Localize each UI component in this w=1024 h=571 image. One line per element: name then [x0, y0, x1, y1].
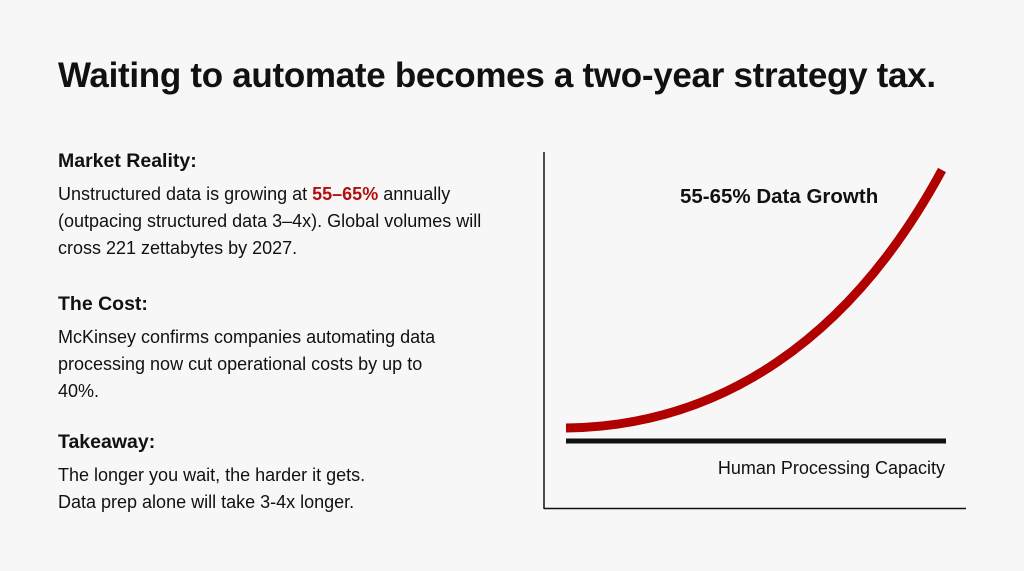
- slide-title: Waiting to automate becomes a two-year s…: [58, 56, 936, 95]
- section-the-cost: The Cost: McKinsey confirms companies au…: [58, 293, 458, 405]
- body-text: Unstructured data is growing at: [58, 184, 313, 204]
- section-takeaway: Takeaway: The longer you wait, the harde…: [58, 431, 528, 516]
- section-heading: The Cost:: [58, 293, 148, 315]
- growth-curve: [565, 167, 946, 433]
- section-body: The longer you wait, the harder it gets.…: [58, 462, 528, 516]
- growth-label: 55-65% Data Growth: [680, 185, 878, 208]
- body-text: annually (outpacing structured data 3–4x…: [58, 184, 482, 258]
- section-heading: Market Reality:: [58, 150, 197, 172]
- section-body: Unstructured data is growing at 55–65% a…: [58, 181, 528, 262]
- body-line: Data prep alone will take 3-4x longer.: [58, 492, 355, 512]
- capacity-label: Human Processing Capacity: [718, 458, 945, 478]
- growth-highlight: 55–65%: [312, 184, 379, 204]
- section-body: McKinsey confirms companies automating d…: [58, 327, 436, 401]
- section-market-reality: Market Reality: Unstructured data is gro…: [58, 150, 528, 262]
- body-line: The longer you wait, the harder it gets.: [58, 465, 366, 485]
- section-heading: Takeaway:: [58, 431, 156, 453]
